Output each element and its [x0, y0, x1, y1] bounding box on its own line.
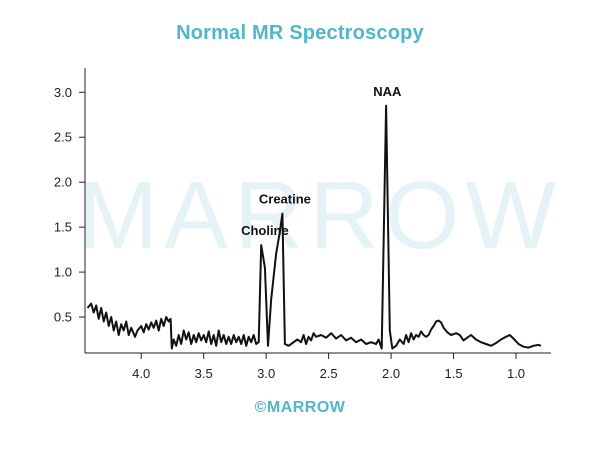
peak-label-creatine: Creatine	[259, 192, 311, 207]
x-tick-label: 2.5	[320, 366, 338, 381]
x-tick-label: 1.0	[507, 366, 525, 381]
peak-annotations: Choline Creatine NAA	[241, 84, 402, 238]
watermark-text: MARROW	[78, 162, 562, 269]
y-tick-label: 2.0	[54, 175, 72, 190]
y-tick-label: 1.5	[54, 220, 72, 235]
peak-label-naa: NAA	[373, 84, 402, 99]
y-tick-label: 0.5	[54, 310, 72, 325]
x-tick-label: 2.0	[382, 366, 400, 381]
chart-axes	[84, 68, 551, 354]
spectrum-line	[86, 104, 542, 350]
y-tick-label: 3.0	[54, 85, 72, 100]
x-tick-label: 1.5	[445, 366, 463, 381]
x-tick-label: 3.0	[257, 366, 275, 381]
marrow-logo: ©MARROW	[254, 399, 346, 416]
x-tick-label: 3.5	[195, 366, 213, 381]
peak-label-choline: Choline	[241, 223, 289, 238]
y-tick-label: 1.0	[54, 265, 72, 280]
chart-title: Normal MR Spectroscopy	[176, 22, 424, 44]
y-ticks: 0.5 1.0 1.5 2.0 2.5 3.0	[54, 85, 85, 325]
y-tick-label: 2.5	[54, 130, 72, 145]
x-tick-label: 4.0	[132, 366, 150, 381]
x-ticks: 4.0 3.5 3.0 2.5 2.0 1.5 1.0	[132, 353, 525, 381]
